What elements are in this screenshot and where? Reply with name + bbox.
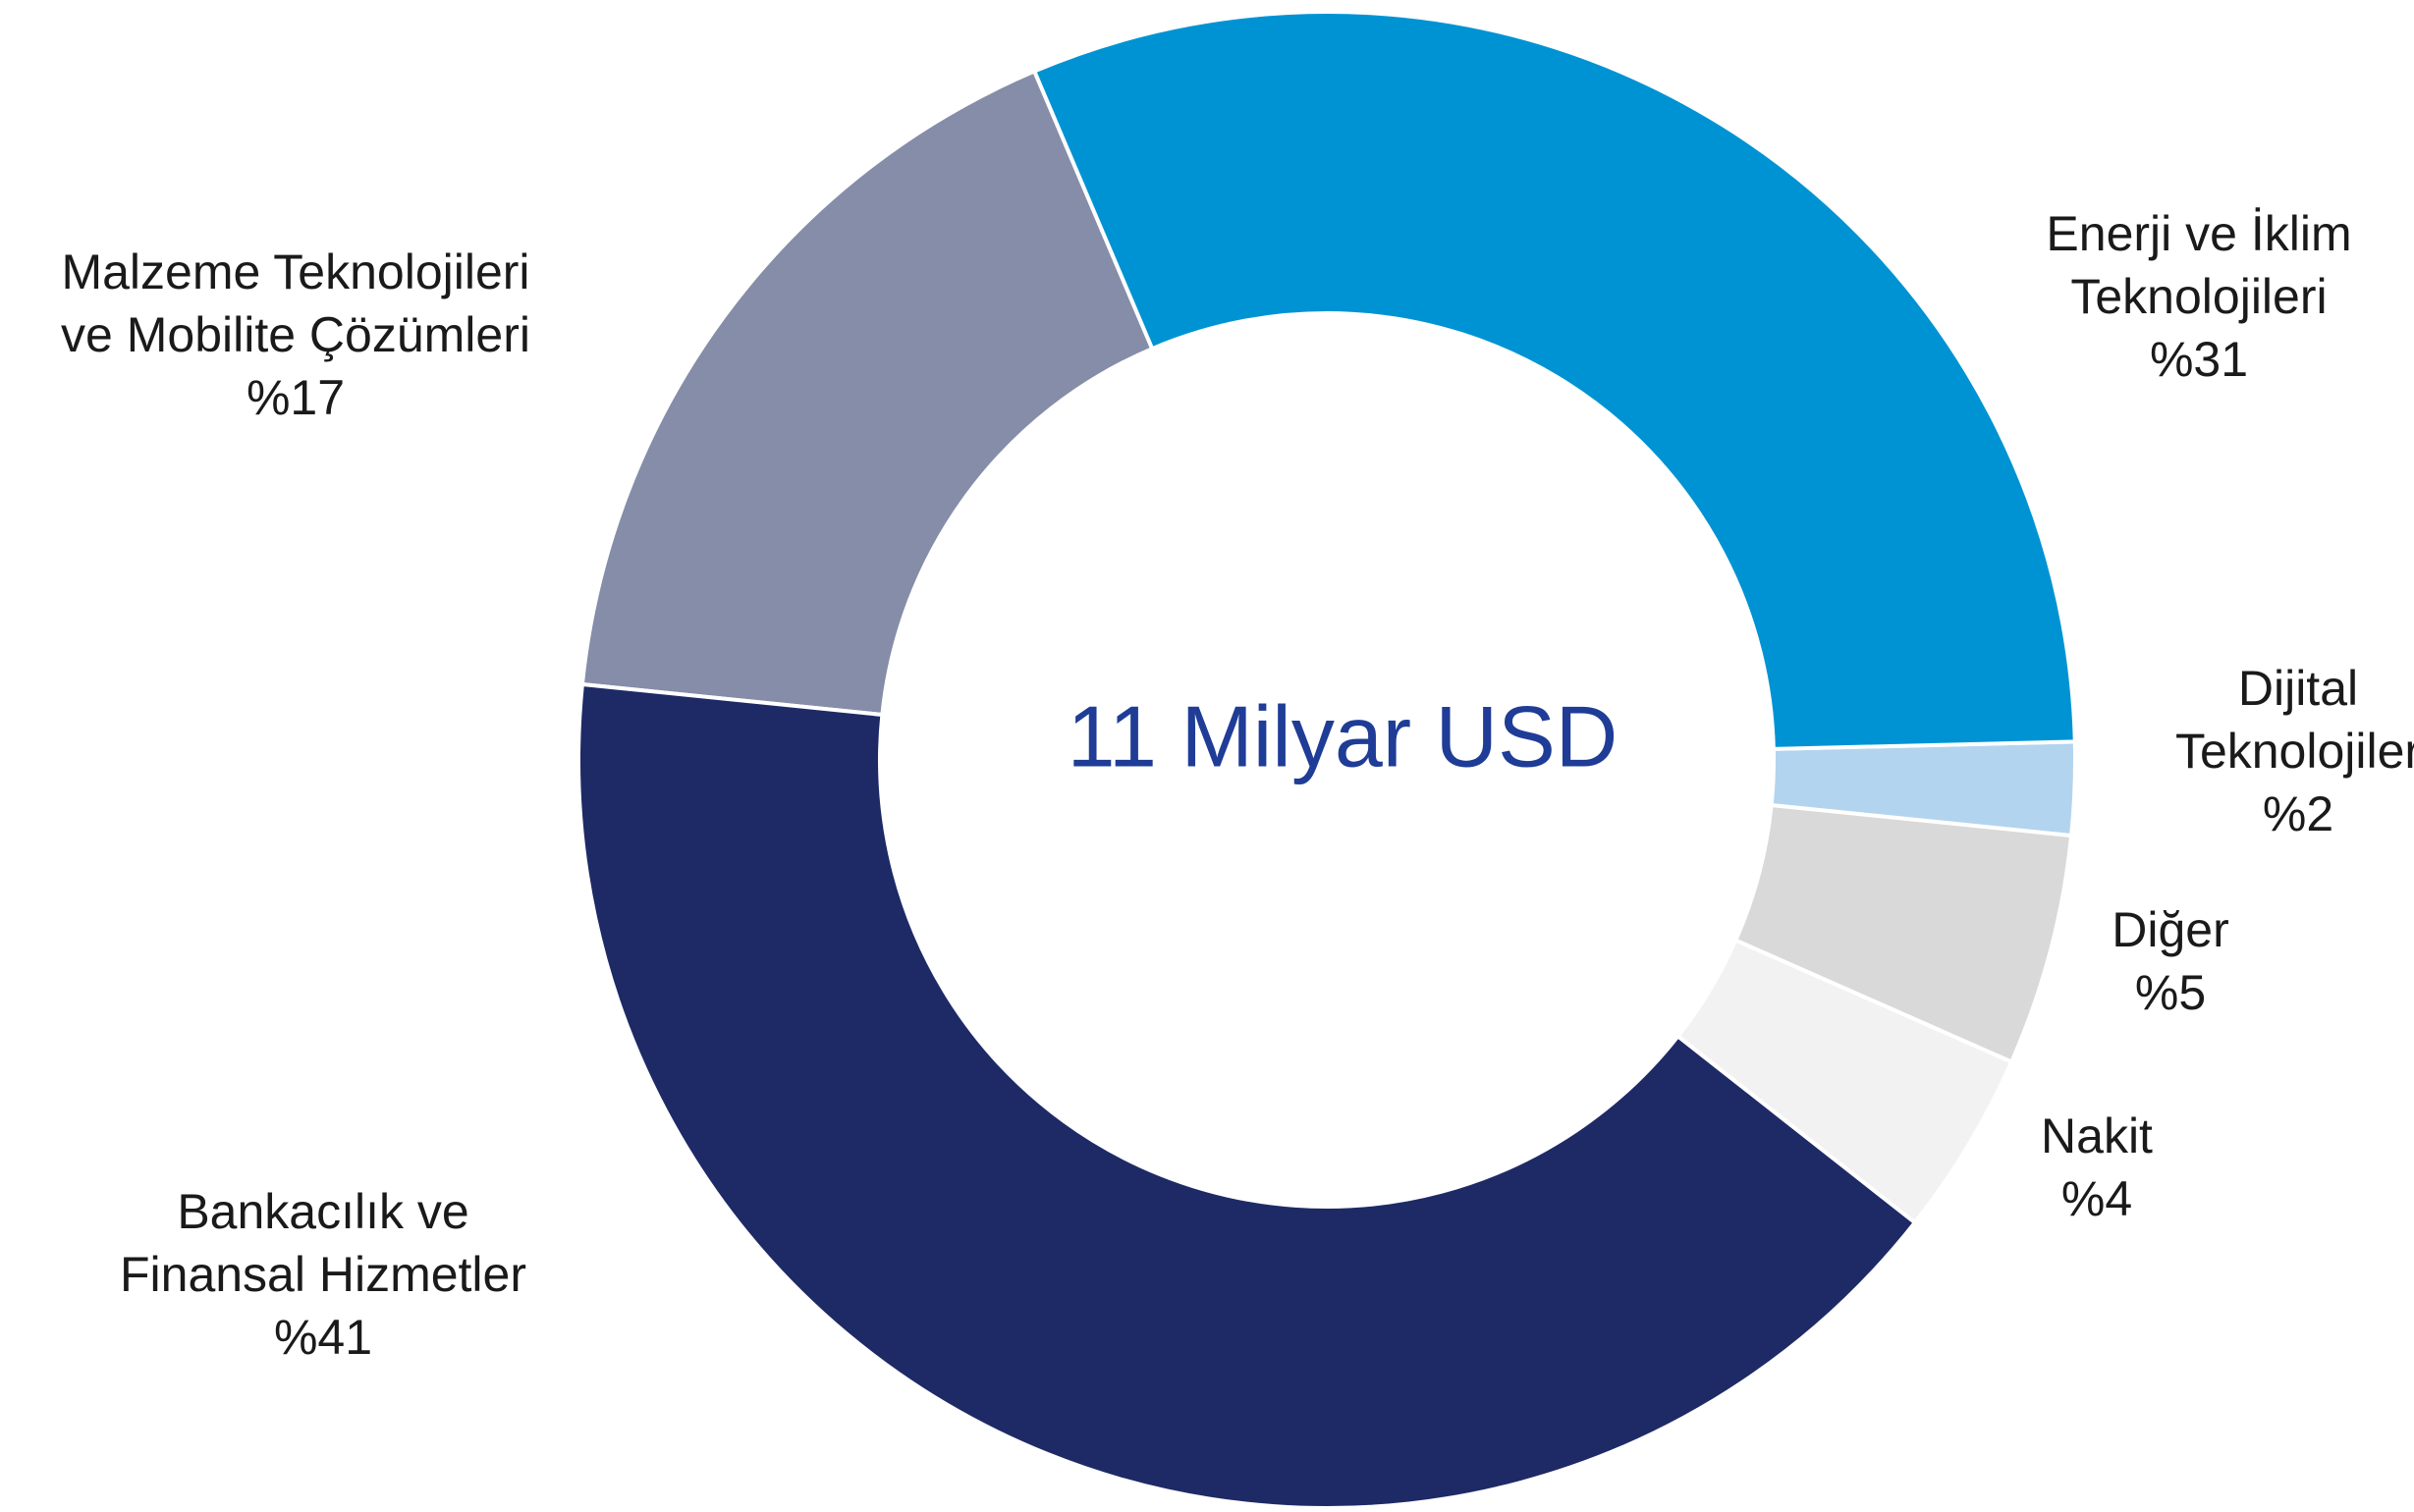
value-label: %17 [246,370,346,425]
center-label: 11 Milyar USD [1068,687,1618,784]
category-name: Nakit [2041,1108,2153,1163]
category-name: Bankacılık ve Finansal Hizmetler [119,1184,526,1302]
value-label: %5 [2134,965,2207,1020]
value-label: %31 [2149,332,2249,387]
category-name: Enerji ve İklim Teknolojileri [2046,206,2352,324]
category-name: Dijital Teknolojiler [2174,661,2414,779]
segment-label: Diğer %5 [1827,898,2414,1024]
segment-label: Bankacılık ve Finansal Hizmetler %41 [0,1180,667,1369]
donut-segment [576,681,1918,1510]
category-name: Diğer [2112,902,2229,957]
segment-label: Dijital Teknolojiler %2 [1954,657,2414,845]
value-label: %2 [2262,786,2334,841]
segment-label: Malzeme Teknolojileri ve Mobilite Çözüml… [0,241,639,429]
segment-label: Nakit %4 [1753,1105,2414,1230]
category-name: Malzeme Teknolojileri ve Mobilite Çözüml… [61,244,530,362]
donut-segment [1031,10,2077,751]
value-label: %4 [2060,1171,2133,1226]
donut-segment [1732,802,2074,1065]
segment-label: Enerji ve İklim Teknolojileri %31 [1855,202,2414,391]
donut-segment [1769,739,2077,838]
donut-segment [1674,937,2014,1226]
value-label: %41 [273,1310,373,1365]
donut-segment [579,68,1155,718]
